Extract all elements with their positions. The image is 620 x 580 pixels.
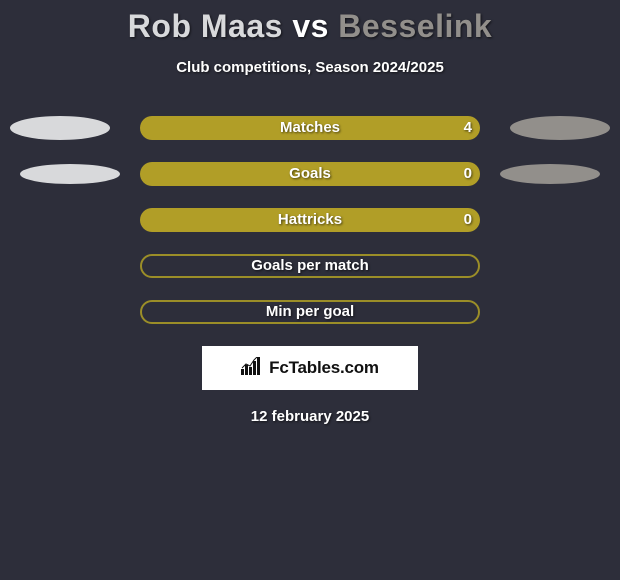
right-ellipse (500, 164, 600, 184)
title-player1: Rob Maas (128, 8, 283, 44)
left-ellipse (20, 164, 120, 184)
bars-icon (241, 357, 263, 380)
brand-inner: FcTables.com (241, 357, 379, 380)
stat-label: Min per goal (140, 300, 480, 324)
stat-row: Hattricks0 (0, 208, 620, 232)
left-ellipse (10, 116, 110, 140)
title-vs: vs (292, 8, 329, 44)
title-player2: Besselink (338, 8, 492, 44)
right-ellipse (510, 116, 610, 140)
stat-row: Goals0 (0, 162, 620, 186)
stat-value-right: 0 (140, 162, 472, 186)
stat-row: Min per goal (0, 300, 620, 324)
stat-row: Goals per match (0, 254, 620, 278)
page-title: Rob Maas vs Besselink (0, 8, 620, 45)
stat-value-right: 0 (140, 208, 472, 232)
stat-value-right: 4 (140, 116, 472, 140)
stat-row: Matches4 (0, 116, 620, 140)
brand-text: FcTables.com (269, 358, 379, 378)
subtitle: Club competitions, Season 2024/2025 (0, 59, 620, 76)
infographic-root: Rob Maas vs Besselink Club competitions,… (0, 0, 620, 580)
date-text: 12 february 2025 (0, 408, 620, 425)
brand-box: FcTables.com (202, 346, 418, 390)
stat-rows: Matches4 Goals0 Hattricks0 Goals per match M… (0, 116, 620, 324)
stat-label: Goals per match (140, 254, 480, 278)
